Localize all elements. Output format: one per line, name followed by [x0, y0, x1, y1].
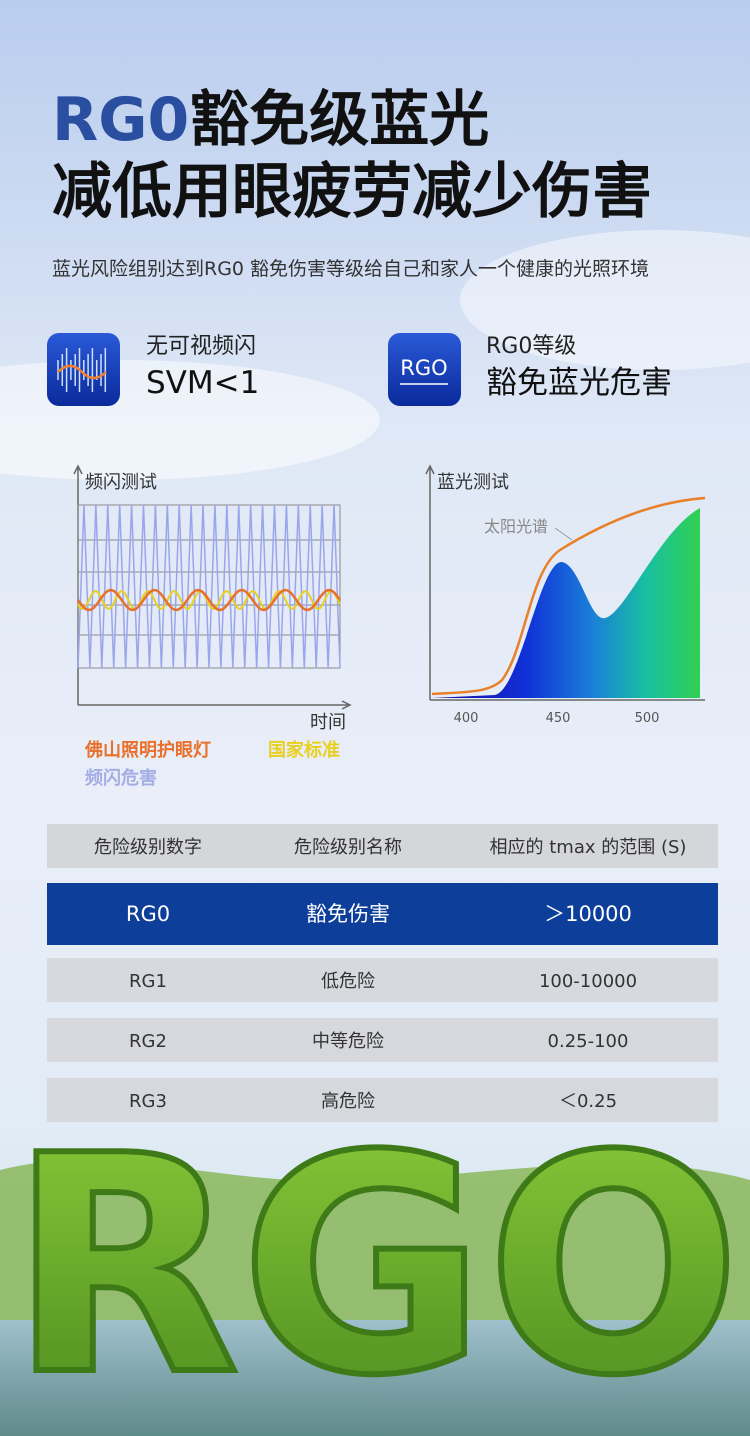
title-highlight: RG0 [52, 85, 189, 155]
table-header-bg [47, 824, 718, 868]
hero-letters: RGO [9, 1092, 741, 1436]
lamp-wave [76, 588, 342, 612]
feature-label: 无可视频闪 [146, 334, 256, 359]
legend-entry: 频闪危害 [85, 767, 157, 789]
table-cell: ＜0.25 [559, 1091, 617, 1112]
water [0, 1320, 750, 1436]
standard-wave [77, 589, 341, 611]
annotation: 太阳光谱 [484, 517, 548, 536]
chart-title: 蓝光测试 [437, 472, 509, 493]
table-header-cell: 危险级别数字 [94, 837, 202, 858]
cloud [460, 230, 750, 370]
table-row-bg [47, 1078, 718, 1122]
x-tick-label: 500 [635, 711, 660, 726]
feature-label: RG0等级 [486, 334, 576, 359]
annotation-leader [554, 527, 573, 541]
table-cell: 0.25-100 [548, 1031, 629, 1052]
sun-spectrum-line [431, 496, 706, 696]
rgo-icon [388, 333, 461, 406]
title: RG0豁免级蓝光 [52, 85, 489, 155]
table-cell: RG0 [126, 902, 170, 926]
flicker-icon-wave [57, 364, 107, 380]
table-cell: 100-10000 [539, 971, 637, 992]
table-cell: RG2 [129, 1031, 167, 1052]
table-header-cell: 相应的 tmax 的范围 (S) [490, 837, 687, 858]
table-row-bg [47, 883, 718, 945]
grass [0, 1160, 750, 1320]
table-row-bg [47, 1018, 718, 1062]
flicker-hazard-wave [77, 504, 341, 669]
table-cell: 低危险 [321, 971, 375, 992]
x-tick-label: 450 [546, 711, 571, 726]
table-row-bg [47, 958, 718, 1002]
table-cell: 豁免伤害 [306, 902, 390, 926]
table-cell: ＞10000 [544, 902, 632, 926]
legend-entry: 佛山照明护眼灯 [84, 739, 211, 761]
spectrum-area [432, 508, 700, 698]
subtitle: 蓝光风险组别达到RG0 豁免伤害等级给自己和家人一个健康的光照环境 [52, 258, 649, 280]
chart-title: 频闪测试 [85, 472, 157, 493]
table-cell: 高危险 [321, 1091, 375, 1112]
feature-value: 豁免蓝光危害 [486, 365, 672, 401]
spectrum-axes [425, 464, 705, 701]
table-header-cell: 危险级别名称 [294, 837, 402, 858]
table-cell: RG3 [129, 1091, 167, 1112]
legend-entry: 国家标准 [268, 739, 340, 761]
table-cell: RG1 [129, 971, 167, 992]
risk-table: 危险级别数字 危险级别名称 相应的 tmax 的范围 (S) RG0 豁免伤害 ＞1000… [47, 824, 718, 1122]
table-cell: 中等危险 [312, 1031, 384, 1052]
x-tick-label: 400 [454, 711, 479, 726]
x-label: 时间 [310, 712, 346, 733]
title-line2: 减低用眼疲劳减少伤害 [52, 157, 652, 227]
title-rest: 豁免级蓝光 [189, 85, 489, 155]
rgo-icon-text: RGO [400, 356, 447, 380]
feature-value: SVM<1 [146, 365, 259, 401]
